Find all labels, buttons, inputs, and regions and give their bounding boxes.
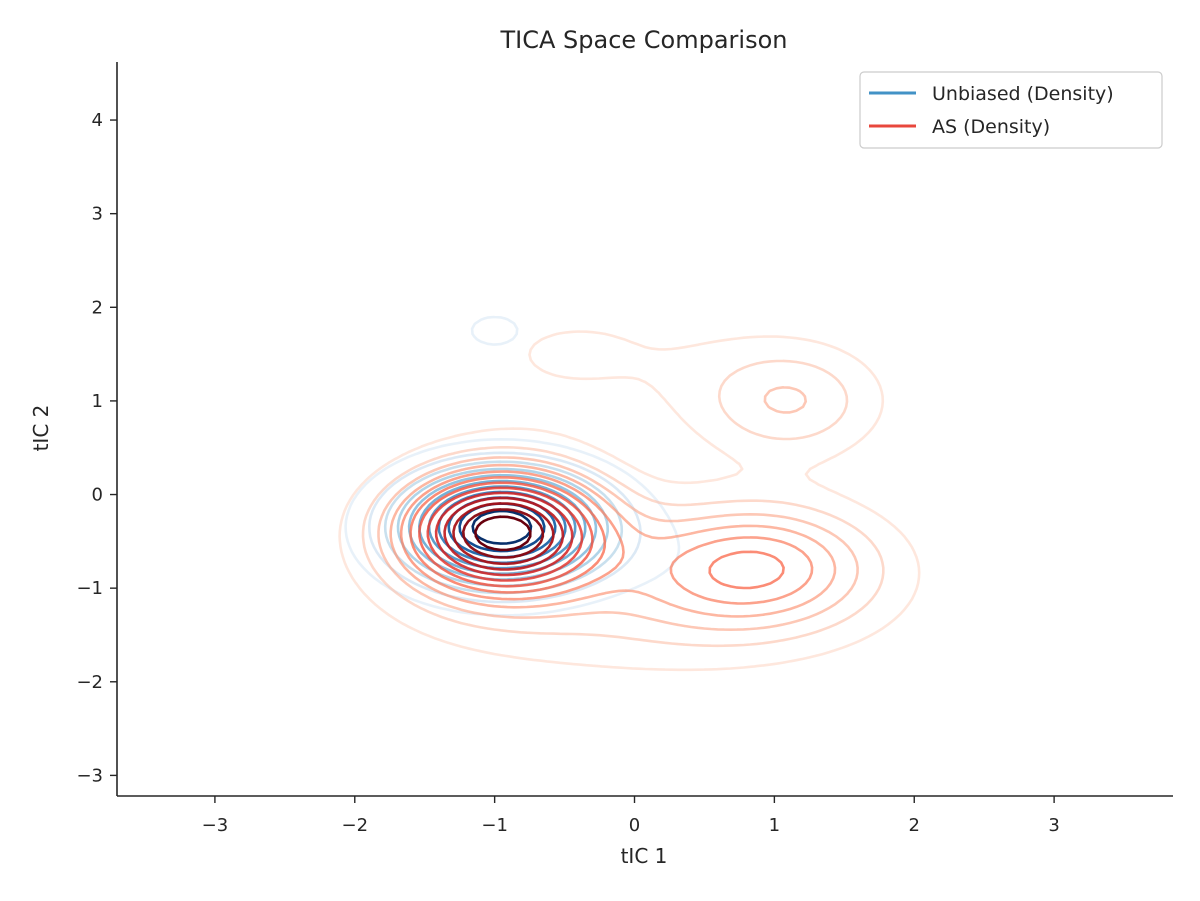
as-contour-level: [361, 359, 885, 648]
as-contour-level: [452, 502, 555, 566]
x-tick-label: −1: [481, 815, 508, 836]
as-density-contours: [338, 330, 921, 672]
y-tick-label: −2: [76, 672, 103, 693]
as-contour-level: [434, 491, 574, 577]
legend-label-as: AS (Density): [932, 116, 1050, 138]
x-tick-label: −2: [342, 815, 369, 836]
as-contour-level: [443, 496, 565, 571]
y-tick-label: −1: [76, 578, 103, 599]
legend-label-unbiased: Unbiased (Density): [932, 83, 1114, 105]
y-tick-label: −3: [76, 765, 103, 786]
as-contour-level: [409, 476, 785, 594]
y-tick-label: 0: [92, 485, 103, 506]
y-axis-ticks: −3 −2 −1 0 1 2 3 4: [76, 110, 117, 786]
x-tick-label: −3: [202, 815, 229, 836]
as-contour-level: [462, 508, 545, 559]
legend-frame: [859, 71, 1163, 149]
x-axis-ticks: −3 −2 −1 0 1 2 3: [202, 796, 1060, 836]
x-tick-label: 3: [1048, 815, 1059, 836]
as-contour-level: [338, 330, 921, 672]
y-axis-label: tIC 2: [29, 405, 53, 452]
unbiased-contour-level: [471, 509, 533, 545]
legend: Unbiased (Density) AS (Density): [859, 71, 1163, 149]
y-tick-label: 2: [92, 297, 103, 318]
as-contour-level: [399, 470, 814, 605]
as-contour-level: [426, 486, 584, 582]
y-tick-label: 4: [92, 110, 103, 131]
x-tick-label: 0: [629, 815, 640, 836]
as-contour-level: [418, 481, 594, 588]
x-tick-label: 1: [769, 815, 780, 836]
as-contour-level: [474, 515, 532, 552]
as-contour-level: [389, 463, 837, 618]
as-contour-level: [377, 386, 859, 631]
x-tick-label: 2: [909, 815, 920, 836]
y-tick-label: 1: [92, 391, 103, 412]
y-tick-label: 3: [92, 204, 103, 225]
x-axis-label: tIC 1: [621, 844, 668, 868]
chart-title: TICA Space Comparison: [499, 26, 787, 54]
